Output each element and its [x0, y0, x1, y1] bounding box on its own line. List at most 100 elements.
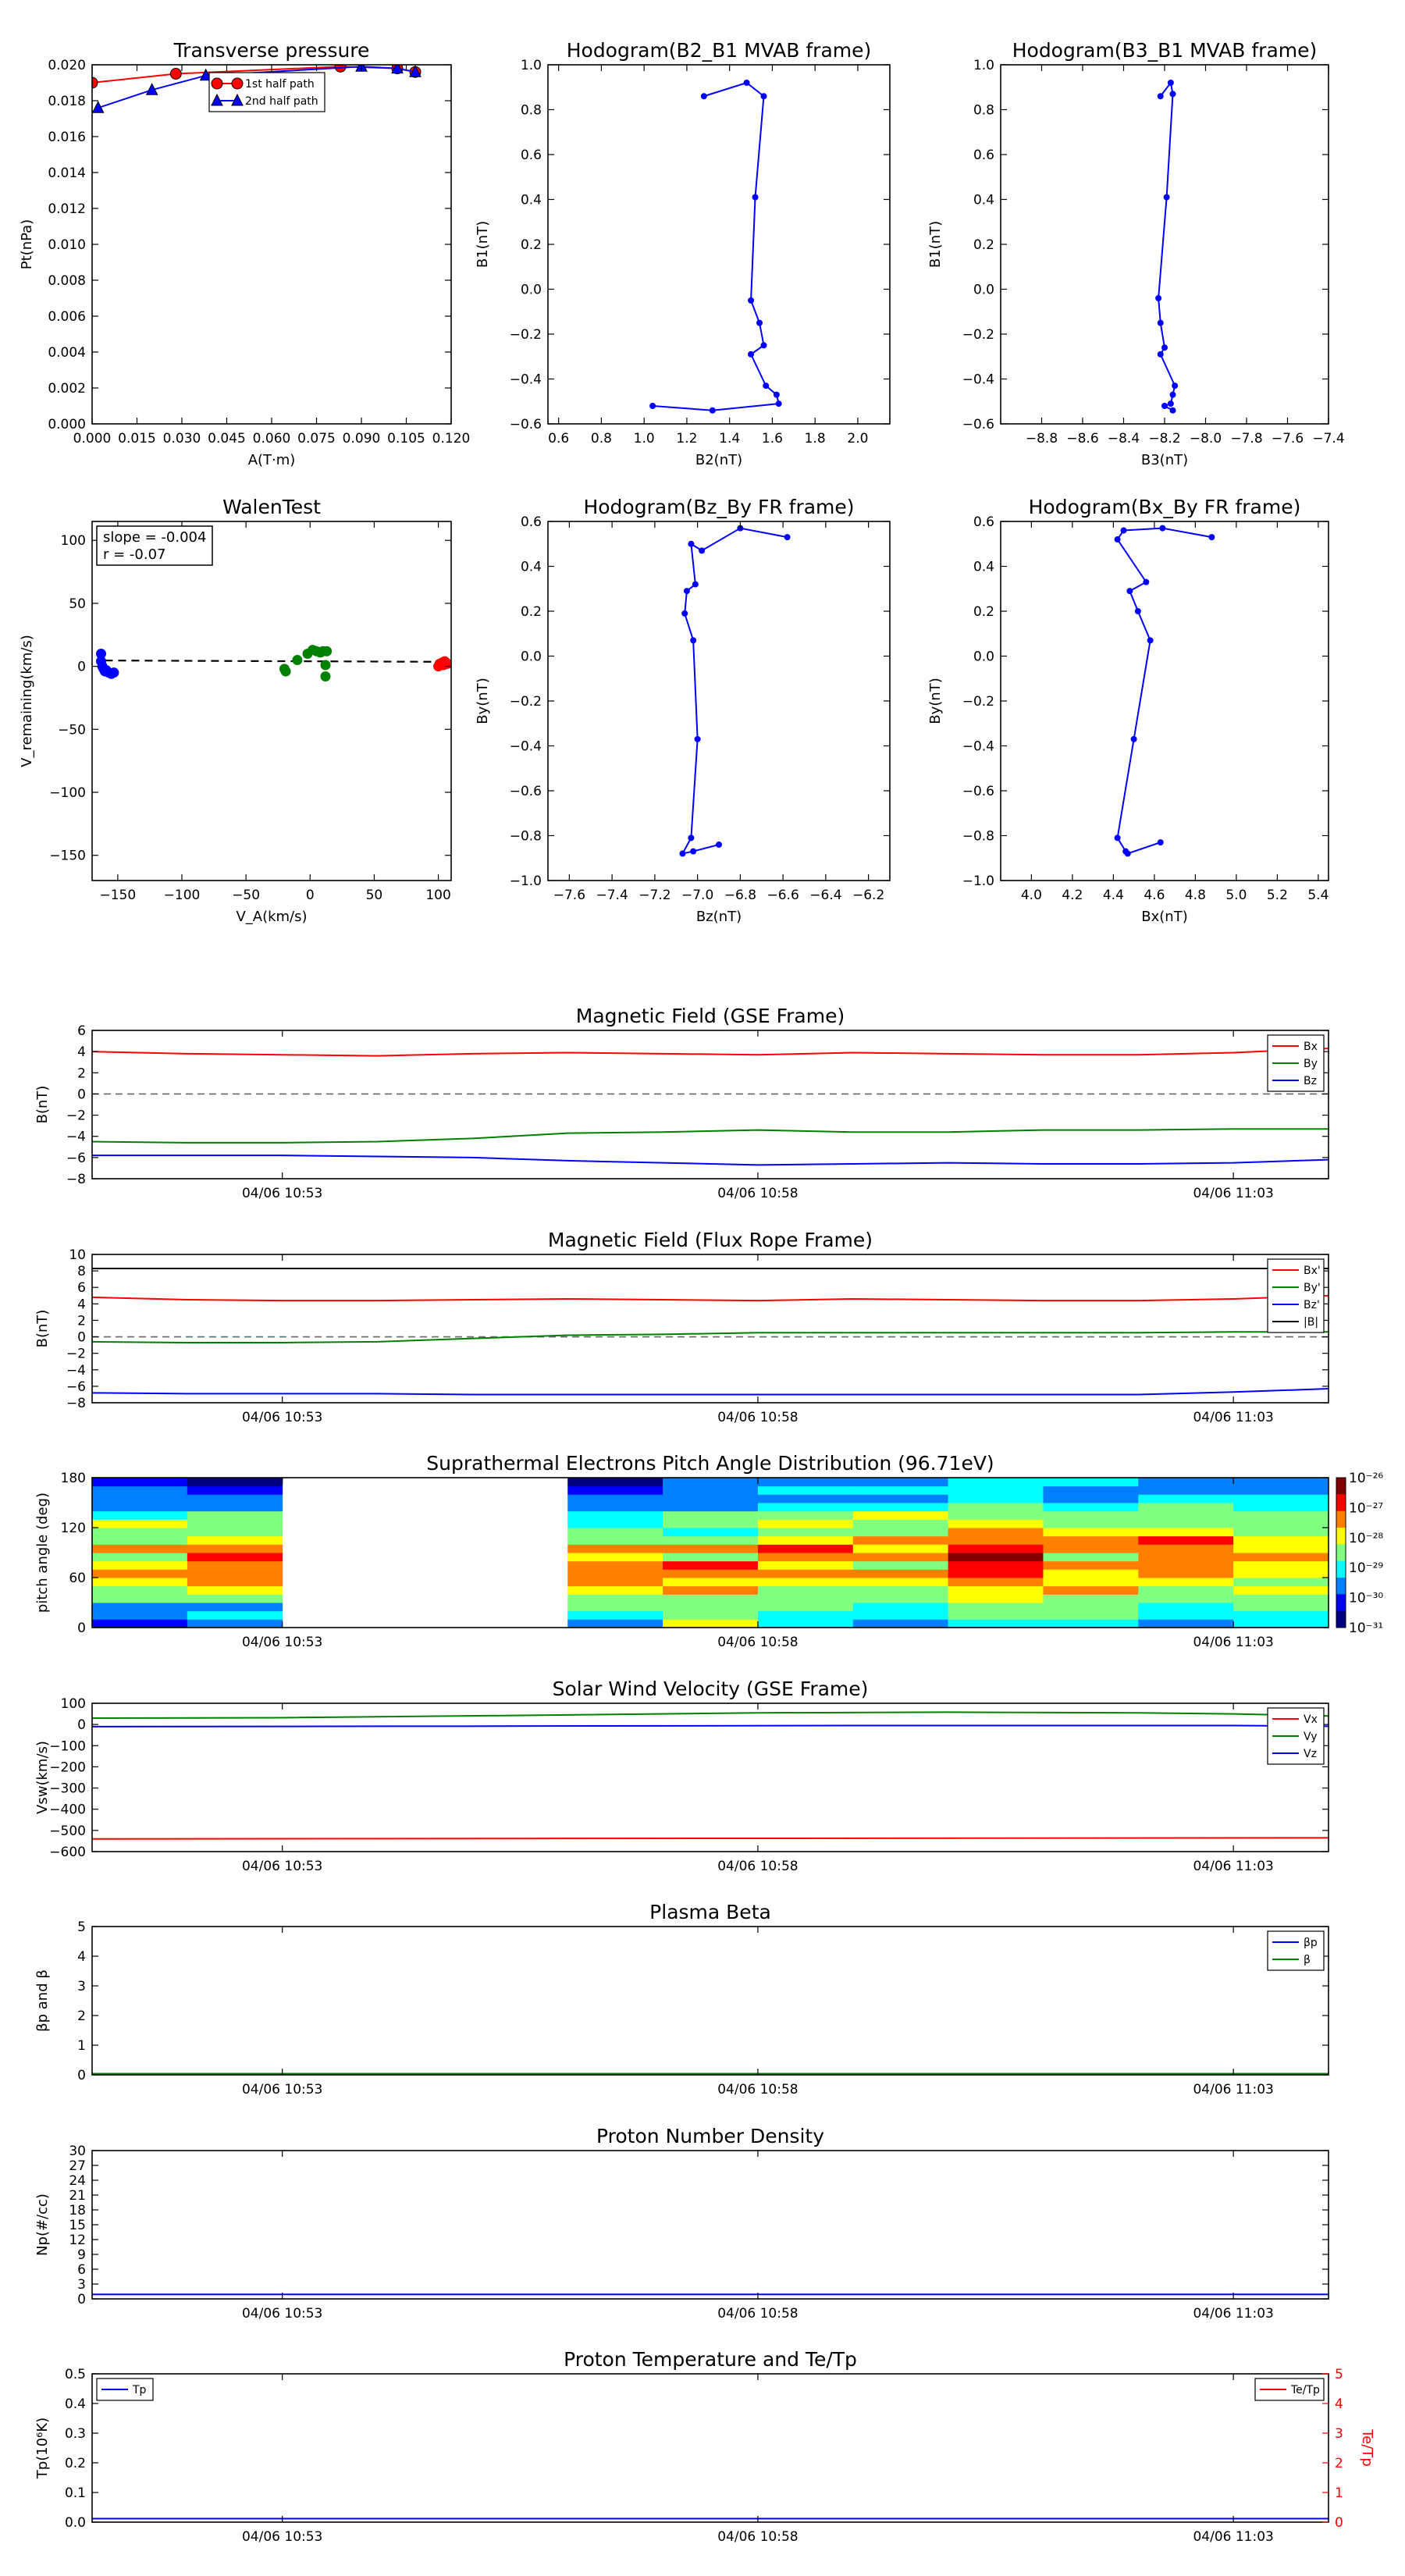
heatmap-cell — [567, 1544, 663, 1553]
heatmap-cell — [757, 1569, 854, 1578]
y-axis-label: V_remaining(km/s) — [19, 635, 35, 767]
y-tick-label: 0.2 — [973, 237, 994, 253]
heatmap-cell — [852, 1544, 949, 1553]
legend-label: Te/Tp — [1290, 2384, 1320, 2396]
heatmap-cell — [187, 1569, 283, 1578]
heatmap-cell — [1043, 1619, 1139, 1628]
x-tick-label: 5.4 — [1307, 888, 1329, 903]
legend-label: Vx — [1304, 1713, 1318, 1726]
y-tick-label: 50 — [69, 596, 86, 612]
x-tick-label: 04/06 10:58 — [717, 2529, 798, 2545]
heatmap-cell — [567, 1503, 663, 1512]
y-tick-label: −1.0 — [510, 873, 542, 889]
y-tick-label: 0.004 — [48, 345, 86, 361]
series-line-Bx — [92, 1048, 1329, 1057]
heatmap-cell — [92, 1603, 188, 1612]
y-tick-label: 4 — [77, 1044, 86, 1060]
x-tick-label: 5.2 — [1267, 888, 1288, 903]
legend-marker — [211, 93, 223, 106]
heatmap-cell — [852, 1619, 949, 1628]
heatmap-cell — [948, 1585, 1044, 1595]
heatmap-cell — [187, 1510, 283, 1520]
x-tick-label: 04/06 10:58 — [717, 1410, 798, 1425]
x-tick-label: −8.0 — [1190, 431, 1222, 447]
heatmap-cell — [757, 1544, 854, 1553]
heatmap-cell — [1043, 1519, 1139, 1528]
heatmap-cell — [1138, 1569, 1234, 1578]
y-axis-label: B1(nT) — [927, 221, 944, 268]
heatmap-cell — [663, 1519, 759, 1528]
data-point — [1114, 536, 1121, 543]
legend: Bx By Bz — [1267, 1034, 1325, 1092]
data-point — [1134, 608, 1141, 614]
chart-title: Hodogram(Bx_By FR frame) — [1029, 496, 1301, 518]
data-point — [1157, 93, 1164, 100]
x-tick-label: −8.6 — [1066, 431, 1098, 447]
heatmap-cell — [1138, 1594, 1234, 1603]
heatmap-cell — [757, 1510, 854, 1520]
x-tick-label: 1.4 — [719, 431, 740, 447]
y-axis-label: By(nT) — [475, 678, 491, 724]
heatmap-cell — [663, 1510, 759, 1520]
y-tick-label: 0.4 — [65, 2396, 86, 2412]
heatmap-cell — [92, 1560, 188, 1570]
y-tick-label: 0.8 — [521, 103, 542, 119]
heatmap-cell — [852, 1510, 949, 1520]
plot-area-mag_gse — [92, 1048, 1329, 1166]
heatmap-cell — [852, 1535, 949, 1545]
axes-frame — [91, 64, 452, 425]
heatmap-cell — [92, 1478, 188, 1487]
y-tick-label: 0 — [77, 1087, 86, 1102]
heatmap-cell — [852, 1569, 949, 1578]
y-axis-label: B(nT) — [34, 1086, 51, 1124]
y-tick-label: 0.4 — [521, 193, 542, 208]
chart-title: Hodogram(B3_B1 MVAB frame) — [1012, 39, 1318, 62]
data-point — [1130, 735, 1137, 742]
data-point — [690, 848, 697, 855]
x-tick-label: 0.120 — [432, 431, 471, 447]
y-tick-label: −0.4 — [962, 372, 994, 388]
heatmap-cell — [852, 1585, 949, 1595]
data-point — [752, 194, 759, 201]
data-point — [320, 671, 331, 682]
heatmap-cell — [187, 1485, 283, 1495]
legend-marker — [231, 77, 244, 90]
heatmap-cell — [1138, 1603, 1234, 1612]
data-point — [1208, 534, 1215, 541]
series-line-Vz — [92, 1724, 1329, 1727]
heatmap-cell — [92, 1535, 188, 1545]
y-tick-label: −0.6 — [510, 417, 542, 432]
heatmap-cell — [663, 1619, 759, 1628]
heatmap-cell — [948, 1519, 1044, 1528]
heatmap-cell — [852, 1503, 949, 1512]
heatmap-cell — [663, 1544, 759, 1553]
y-tick-label: 30 — [69, 2144, 86, 2159]
heatmap-cell — [92, 1594, 188, 1603]
y-tick-label: −0.2 — [962, 694, 994, 710]
legend-label: Tp — [132, 2384, 147, 2396]
chart-title: Magnetic Field (GSE Frame) — [576, 1005, 845, 1027]
data-point — [1155, 295, 1162, 301]
heatmap-cell — [663, 1610, 759, 1620]
data-point — [649, 403, 656, 409]
x-tick-label: −7.4 — [596, 888, 628, 903]
heatmap-cell — [1233, 1485, 1329, 1495]
heatmap-cell — [852, 1519, 949, 1528]
y-tick-label: 0.0 — [521, 649, 542, 665]
x-tick-label: 0.090 — [343, 431, 381, 447]
heatmap-cell — [1233, 1494, 1329, 1503]
plot-area-beta — [92, 2073, 1329, 2075]
y-tick-label: −8 — [66, 1172, 86, 1187]
heatmap-cell — [1233, 1553, 1329, 1562]
heatmap-cell — [663, 1569, 759, 1578]
heatmap-cell — [187, 1478, 283, 1487]
x-tick-label: 04/06 10:53 — [242, 1186, 322, 1201]
legend-right: Te/Tp — [1254, 2378, 1325, 2401]
y-tick-label: −6 — [66, 1379, 86, 1395]
heatmap-cell — [567, 1594, 663, 1603]
y-right-axis-label: Te/Tp — [1359, 2428, 1375, 2467]
legend-frame — [1267, 1930, 1325, 1971]
x-tick-label: 04/06 10:53 — [242, 1635, 322, 1650]
x-tick-label: 1.8 — [805, 431, 826, 447]
y-tick-label: 0.6 — [521, 514, 542, 530]
